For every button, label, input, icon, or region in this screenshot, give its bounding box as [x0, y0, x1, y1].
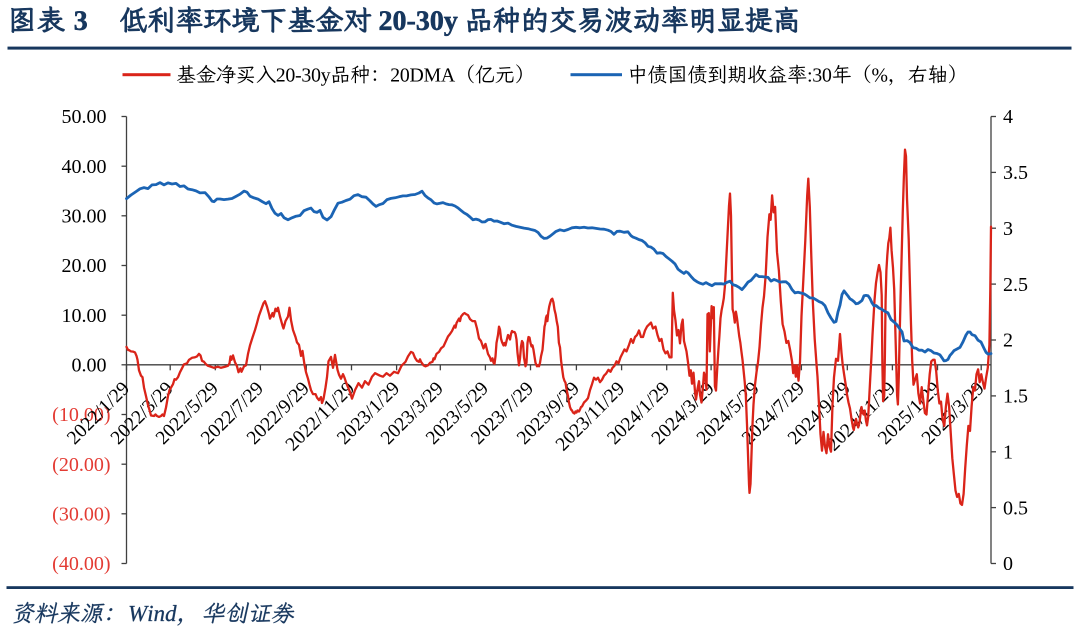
svg-text:(30.00): (30.00) — [52, 504, 110, 526]
svg-text:(10.00): (10.00) — [52, 404, 110, 426]
svg-text:2.5: 2.5 — [1003, 274, 1028, 296]
svg-text:(40.00): (40.00) — [52, 553, 110, 575]
svg-text:0.5: 0.5 — [1003, 497, 1028, 519]
svg-text:10.00: 10.00 — [62, 305, 107, 327]
svg-text:4: 4 — [1003, 106, 1013, 128]
svg-text:30.00: 30.00 — [62, 206, 107, 228]
svg-text:40.00: 40.00 — [62, 156, 107, 178]
svg-text:3: 3 — [1003, 218, 1013, 240]
svg-text:1.5: 1.5 — [1003, 386, 1028, 408]
svg-text:0: 0 — [1003, 553, 1013, 575]
svg-text:2: 2 — [1003, 330, 1013, 352]
svg-text:3.5: 3.5 — [1003, 162, 1028, 184]
svg-text:50.00: 50.00 — [62, 106, 107, 128]
svg-text:20.00: 20.00 — [62, 255, 107, 277]
svg-text:1: 1 — [1003, 441, 1013, 463]
svg-text:(20.00): (20.00) — [52, 454, 110, 476]
svg-text:0.00: 0.00 — [72, 355, 107, 377]
